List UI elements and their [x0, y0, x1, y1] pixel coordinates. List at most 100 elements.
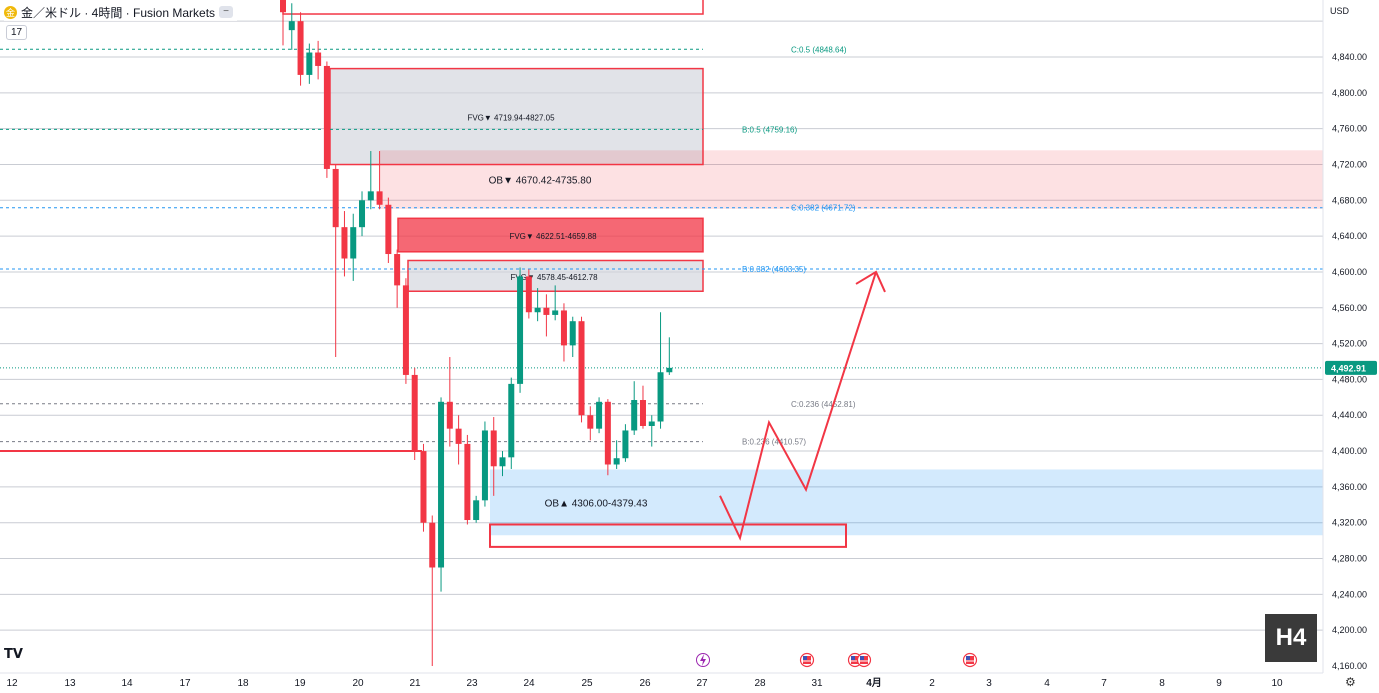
time-tick-label: 27 [696, 678, 708, 689]
currency-button[interactable]: USD [1330, 6, 1350, 16]
candle-body[interactable] [332, 168, 339, 228]
flag-canton [860, 656, 864, 660]
candle-body[interactable] [508, 383, 515, 458]
candle-body[interactable] [525, 276, 532, 313]
time-tick-label: 8 [1159, 678, 1165, 689]
fib-level-label: B:0.5 (4759.16) [742, 125, 797, 134]
time-tick-label: 2 [929, 678, 935, 689]
time-tick-label: 20 [352, 678, 364, 689]
candle-body[interactable] [446, 401, 453, 429]
price-tick-label: 4,320.00 [1332, 518, 1367, 528]
candle-body[interactable] [569, 321, 576, 346]
candle-body[interactable] [657, 372, 664, 422]
time-tick-label: 4月 [866, 677, 882, 689]
candle-body[interactable] [297, 21, 304, 75]
candle-body[interactable] [429, 522, 436, 568]
time-tick-label: 31 [811, 678, 823, 689]
candle-body[interactable] [288, 21, 295, 31]
candle-body[interactable] [613, 458, 620, 465]
time-axis[interactable] [0, 673, 1379, 693]
time-tick-label: 10 [1271, 678, 1283, 689]
zone-box[interactable] [329, 67, 704, 166]
last-price-tag [1325, 360, 1377, 375]
candle-body[interactable] [323, 65, 330, 169]
candle-body[interactable] [499, 457, 506, 467]
timeframe-badge: H4 [1265, 614, 1317, 662]
candle-body[interactable] [280, 0, 286, 13]
price-tick-label: 4,440.00 [1332, 410, 1367, 420]
candle-body[interactable] [385, 204, 392, 255]
fib-level-label: C:0.236 (4452.81) [791, 400, 856, 409]
candle-body[interactable] [578, 321, 585, 416]
price-tick-label: 4,200.00 [1332, 625, 1367, 635]
zone-box[interactable] [282, 0, 704, 15]
time-tick-label: 7 [1101, 678, 1107, 689]
time-tick-label: 12 [6, 678, 18, 689]
projection-arrowhead [855, 270, 886, 293]
fib-level-label: B:0.382 (4603.35) [742, 265, 806, 274]
zone-label: OB▲ 4306.00-4379.43 [545, 498, 648, 509]
time-tick-label: 17 [179, 678, 191, 689]
candle-body[interactable] [376, 191, 383, 205]
candle-body[interactable] [543, 307, 550, 315]
price-tick-label: 4,160.00 [1332, 661, 1367, 671]
candle-body[interactable] [359, 200, 366, 228]
zone-label: FVG▼ 4622.51-4659.88 [509, 232, 597, 241]
time-tick-label: 26 [639, 678, 651, 689]
candle-body[interactable] [350, 227, 357, 259]
candle-body[interactable] [306, 52, 313, 75]
candle-body[interactable] [631, 400, 638, 431]
tradingview-logo[interactable]: TV [4, 647, 23, 662]
price-axis[interactable] [1323, 0, 1379, 693]
zone-box[interactable] [380, 150, 1323, 209]
candle-body[interactable] [517, 276, 524, 384]
price-tick-label: 4,600.00 [1332, 267, 1367, 277]
candle-body[interactable] [596, 401, 603, 429]
candle-body[interactable] [394, 254, 401, 286]
candle-body[interactable] [464, 443, 471, 521]
candle-body[interactable] [420, 451, 427, 523]
interval-badge[interactable]: 17 [6, 25, 28, 40]
time-tick-label: 19 [294, 678, 306, 689]
candle-body[interactable] [604, 401, 611, 465]
price-tick-label: 4,400.00 [1332, 446, 1367, 456]
candle-body[interactable] [639, 400, 646, 426]
candle-body[interactable] [560, 310, 567, 346]
collapse-button[interactable]: − [219, 6, 234, 18]
candle-body[interactable] [315, 52, 322, 66]
candle-body[interactable] [648, 421, 655, 426]
price-tick-label: 4,520.00 [1332, 339, 1367, 349]
candle-body[interactable] [367, 191, 374, 201]
time-tick-label: 23 [466, 678, 478, 689]
flag-canton [966, 656, 970, 660]
price-tick-label: 4,560.00 [1332, 303, 1367, 313]
time-tick-label: 18 [237, 678, 249, 689]
fib-level-label: B:0.236 (4410.57) [742, 438, 806, 447]
time-tick-label: 21 [409, 678, 421, 689]
candle-body[interactable] [666, 367, 673, 373]
candle-body[interactable] [438, 401, 445, 568]
candle-body[interactable] [490, 430, 497, 467]
candle-body[interactable] [534, 307, 541, 313]
candle-body[interactable] [411, 374, 418, 452]
symbol-title[interactable]: 金／米ドル · 4時間 · Fusion Markets [21, 5, 216, 20]
candle-body[interactable] [552, 310, 559, 315]
time-tick-label: 28 [754, 678, 766, 689]
settings-icon[interactable]: ⚙ [1345, 675, 1356, 689]
zone-label: OB▼ 4670.42-4735.80 [489, 176, 592, 187]
zone-box[interactable] [397, 217, 704, 253]
zone-box[interactable] [489, 523, 847, 548]
fib-level-label: C:0.5 (4848.64) [791, 45, 847, 54]
candle-body[interactable] [473, 500, 480, 521]
gold-coin-icon: 金 [4, 5, 17, 19]
candle-body[interactable] [622, 430, 629, 459]
candle-body[interactable] [481, 430, 488, 501]
candle-body[interactable] [455, 428, 462, 444]
candle-body[interactable] [341, 227, 348, 259]
symbol-header[interactable]: 金 金／米ドル · 4時間 · Fusion Markets − [4, 3, 238, 21]
candle-body[interactable] [402, 285, 409, 375]
projection-path [719, 271, 877, 541]
candle-body[interactable] [587, 415, 594, 429]
last-price-label: 4,492.91 [1331, 363, 1366, 373]
